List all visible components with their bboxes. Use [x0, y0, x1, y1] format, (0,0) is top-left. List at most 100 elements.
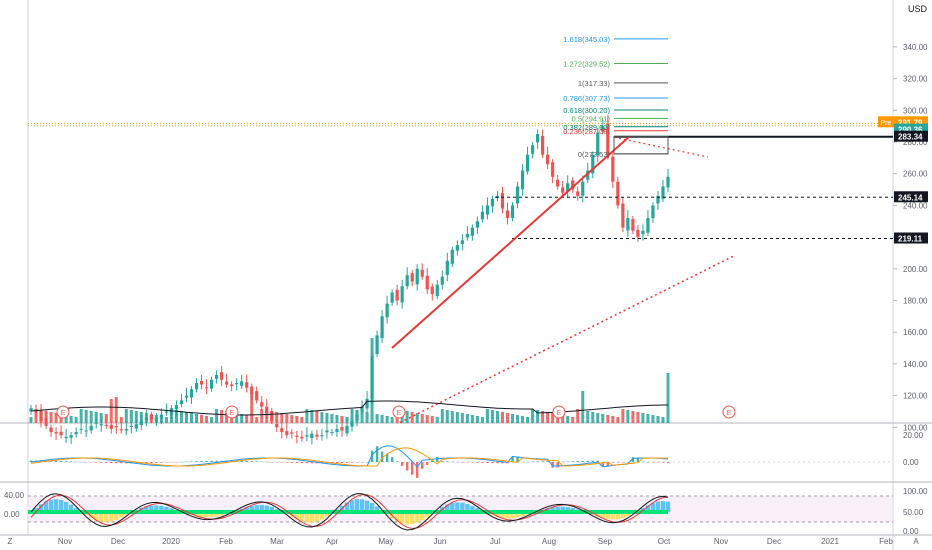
volume-bar [521, 416, 525, 423]
time-axis-label: Dec [111, 537, 125, 546]
stoch-histogram-bar [555, 506, 560, 512]
stoch-histogram-bar [344, 502, 350, 512]
stoch-histogram-bar [570, 507, 575, 512]
volume-bar [139, 412, 143, 423]
candle-body [290, 432, 294, 434]
timezone-z-label: Z [8, 537, 13, 546]
macd-histogram-bar [185, 461, 188, 463]
stoch-histogram-bar [199, 512, 204, 517]
macd-histogram-bar [335, 462, 339, 464]
stoch-histogram-bar [63, 501, 69, 512]
macd-histogram-bar [350, 462, 354, 463]
candle-body [64, 436, 68, 439]
volume-bar [516, 415, 520, 423]
stoch-histogram-bar [615, 512, 621, 520]
stoch-histogram-bar [364, 500, 370, 512]
volume-bar [556, 414, 560, 423]
volume-bar [179, 411, 183, 423]
volume-bar [385, 416, 389, 423]
price-tick-label: 240.00 [903, 201, 928, 210]
volume-bar [500, 412, 504, 423]
volume-bar [310, 410, 314, 423]
stoch-histogram-bar [565, 507, 570, 512]
macd-histogram-bar [355, 462, 359, 463]
candle-body [300, 436, 304, 439]
price-tag-prefix [878, 116, 894, 128]
volume-bar [511, 414, 515, 423]
volume-bar [134, 411, 138, 423]
volume-bar [571, 417, 575, 423]
candle-body [525, 154, 530, 172]
macd-histogram-bar [526, 461, 529, 463]
macd-histogram-bar [551, 462, 554, 468]
stoch-histogram-bar [144, 506, 149, 512]
volume-bar [270, 411, 274, 423]
price-tag-value: 283.34 [898, 133, 923, 142]
macd-histogram-bar [250, 461, 253, 462]
stoch-histogram-bar [99, 512, 104, 522]
volume-bar [581, 391, 585, 423]
volume-bar [651, 415, 655, 423]
macd-axis-label: 0.00 [903, 458, 919, 467]
candle-body [240, 381, 244, 386]
macd-histogram-bar [596, 460, 599, 462]
volume-bar [74, 417, 78, 423]
macd-histogram-bar [110, 462, 113, 464]
volume-bar [205, 416, 209, 423]
time-axis-label: May [378, 537, 393, 546]
candle-body [475, 221, 480, 228]
stoch-histogram-bar [625, 512, 631, 517]
candle-body [500, 193, 505, 209]
macd-histogram-bar [200, 461, 203, 462]
stoch-histogram-bar [194, 512, 199, 517]
candle-body [641, 230, 645, 235]
macd-histogram-bar [180, 461, 183, 463]
descending-trend-ray [613, 136, 709, 158]
stoch-histogram-bar [374, 506, 380, 512]
candle-body [345, 425, 349, 434]
macd-histogram-bar [591, 460, 594, 462]
macd-histogram-bar [441, 461, 444, 462]
macd-histogram-bar [49, 460, 53, 462]
stoch-histogram-bar [149, 505, 154, 512]
macd-histogram-bar [405, 462, 409, 471]
volume-bar [250, 393, 254, 423]
macd-histogram-bar [255, 461, 258, 462]
time-axis-label: Aug [542, 537, 556, 546]
stoch-histogram-bar [500, 512, 505, 518]
earnings-marker-label: E [557, 410, 562, 417]
time-axis-label: Dec [767, 537, 781, 546]
stoch-histogram-bar [139, 507, 144, 512]
candle-body [450, 249, 454, 264]
volume-bar [330, 414, 334, 423]
fib-level-label: 1.618(345.03) [563, 35, 610, 44]
price-tag [894, 232, 928, 244]
volume-bar [54, 413, 58, 423]
volume-bar [616, 417, 620, 423]
macd-histogram-bar [456, 461, 459, 463]
fib-retracement-group: 1.618(345.03) 1.272(329.52) 1(317.33) 0.786… [563, 35, 669, 159]
volume-bar [305, 409, 309, 423]
macd-histogram-bar [656, 462, 660, 463]
volume-bar [576, 409, 580, 423]
volume-bar [365, 412, 369, 423]
volume-bar [606, 415, 610, 423]
candle-body [520, 170, 525, 190]
stoch-histogram-bar [600, 512, 605, 519]
candle-body [586, 170, 590, 180]
candle-body [596, 132, 600, 156]
candle-body [661, 186, 665, 199]
stoch-histogram-bar [88, 512, 94, 519]
candles-group [29, 115, 670, 445]
volume-bar [505, 413, 509, 423]
macd-histogram-bar [395, 461, 399, 462]
stoch-axis-right-label: 50.00 [903, 508, 924, 517]
stoch-histogram-bar [43, 501, 49, 512]
auto-scale-label: A [913, 537, 919, 546]
volume-bar [220, 410, 224, 423]
candle-body [566, 183, 570, 192]
time-axis-label: Apr [326, 537, 339, 546]
price-tick-label: 280.00 [903, 138, 928, 147]
candle-body [104, 425, 108, 427]
candle-body [315, 434, 319, 437]
